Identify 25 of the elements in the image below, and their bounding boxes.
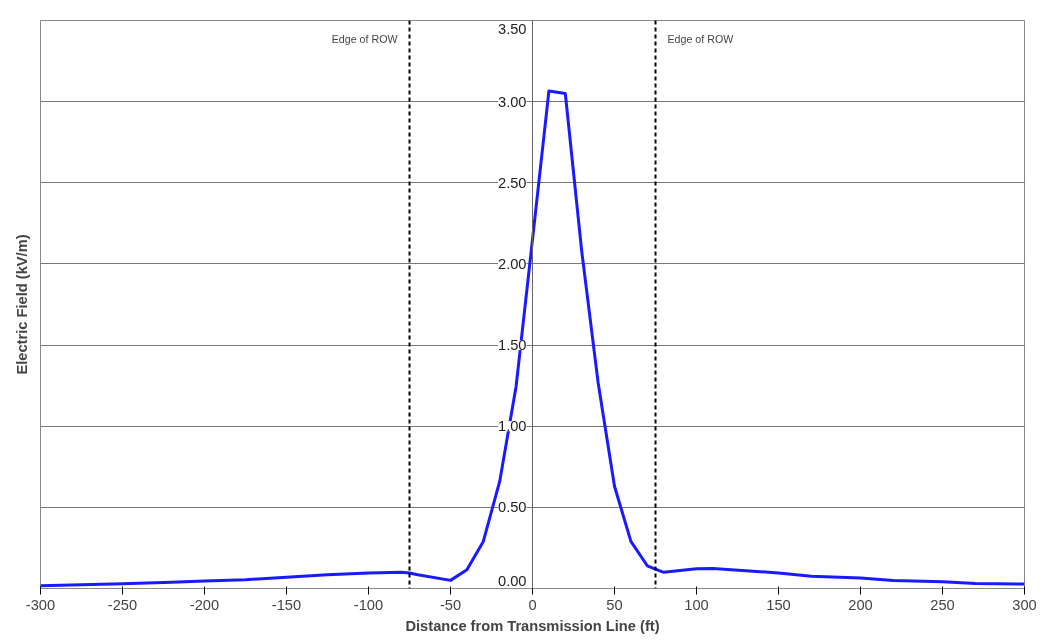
y-axis-title: Electric Field (kV/m): [13, 234, 30, 375]
x-axis-title: Distance from Transmission Line (ft): [405, 617, 660, 634]
x-tick-label: 250: [930, 596, 955, 613]
ref-line-label: Edge of ROW: [331, 32, 399, 45]
y-tick-label: 1.50: [497, 337, 527, 354]
x-tick-label: 300: [1012, 596, 1037, 613]
x-tick-label: 100: [684, 596, 709, 613]
y-tick-label: 3.00: [497, 93, 527, 110]
x-tick-label: -250: [107, 596, 138, 613]
y-tick-label: 1.00: [497, 418, 527, 435]
x-tick-label: -300: [25, 596, 56, 613]
y-tick-label: 2.50: [497, 174, 527, 191]
ref-line-label: Edge of ROW: [667, 32, 735, 45]
x-tick-label: -100: [353, 596, 384, 613]
y-tick-label: 2.00: [497, 255, 527, 272]
x-tick-label: 0: [528, 596, 537, 613]
y-tick-label: 0.00: [497, 572, 527, 589]
x-tick-label: -50: [439, 596, 462, 613]
x-tick-label: 200: [848, 596, 873, 613]
x-tick-label: 150: [766, 596, 791, 613]
x-tick-label: 50: [606, 596, 623, 613]
y-tick-label: 0.50: [497, 499, 527, 516]
y-tick-label: 3.50: [497, 20, 527, 37]
x-tick-label: -150: [271, 596, 302, 613]
x-tick-label: -200: [189, 596, 220, 613]
